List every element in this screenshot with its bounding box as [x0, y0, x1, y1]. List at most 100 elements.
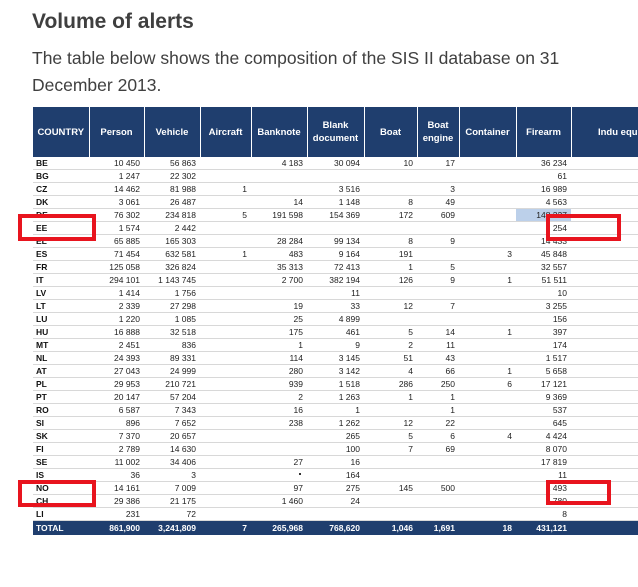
- table-cell: 234 818: [144, 208, 200, 222]
- table-cell: [200, 455, 251, 469]
- highlight-box-se-firearm: [546, 480, 611, 505]
- table-row: NO 14 161 7 009 97 275 145 500 1 493: [33, 481, 638, 495]
- table-cell: [200, 351, 251, 365]
- table-cell: 11: [307, 286, 364, 300]
- table-cell: 65 885: [89, 234, 144, 248]
- table-cell: [571, 273, 638, 287]
- table-cell: 81 988: [144, 182, 200, 196]
- table-cell: [571, 195, 638, 209]
- table-cell: 11 002: [89, 455, 144, 469]
- table-cell: 1: [364, 260, 417, 274]
- stray-mark: [299, 473, 301, 475]
- country-code-cell: HU: [33, 325, 89, 339]
- table-cell: [571, 429, 638, 443]
- table-cell: 20 147: [89, 390, 144, 404]
- table-row: IT 294 101 1 143 745 2 700 382 194 126 9 1 51 51…: [33, 273, 638, 287]
- table-cell: [459, 442, 516, 456]
- table-cell: 250: [417, 377, 459, 391]
- table-cell: 1 085: [144, 312, 200, 326]
- total-cell: 1,046: [364, 520, 417, 535]
- total-cell: 431,121: [516, 520, 571, 535]
- table-cell: [200, 260, 251, 274]
- table-cell: 76 302: [89, 208, 144, 222]
- total-cell: 861,900: [89, 520, 144, 535]
- table-cell: 17 819: [516, 455, 571, 469]
- table-cell: 1 756: [144, 286, 200, 300]
- table-cell: 1 247: [89, 169, 144, 183]
- table-cell: [571, 403, 638, 417]
- table-row: MT 2 451 836 1 9 2 11 174: [33, 338, 638, 352]
- table-cell: 16: [307, 455, 364, 469]
- table-cell: 10: [364, 157, 417, 170]
- table-cell: 9 369: [516, 390, 571, 404]
- table-cell: [459, 312, 516, 326]
- table-cell: [571, 390, 638, 404]
- table-cell: 89 331: [144, 351, 200, 365]
- table-cell: [571, 325, 638, 339]
- table-cell: 1 263: [307, 390, 364, 404]
- table-cell: 896: [89, 416, 144, 430]
- alerts-table: COUNTRY Person Vehicle Aircraft Banknote Blan…: [33, 107, 638, 535]
- table-body: BE 10 450 56 863 4 183 30 094 10 17 36 234 BG 1 2…: [33, 157, 638, 535]
- table-cell: 29 386: [89, 494, 144, 508]
- table-cell: 3 516: [307, 182, 364, 196]
- table-cell: 1: [417, 390, 459, 404]
- table-cell: [459, 169, 516, 183]
- table-cell: [251, 442, 307, 456]
- table-cell: 154 369: [307, 208, 364, 222]
- table-row: LI 231 72 8: [33, 507, 638, 521]
- table-cell: 1 148: [307, 195, 364, 209]
- table-cell: 238: [251, 416, 307, 430]
- highlight-box-se: [18, 480, 96, 507]
- country-code-cell: LV: [33, 286, 89, 300]
- table-cell: 1 518: [307, 377, 364, 391]
- table-cell: 254: [516, 221, 571, 235]
- table-cell: 61: [516, 169, 571, 183]
- table-cell: 66: [417, 364, 459, 378]
- table-cell: [364, 507, 417, 521]
- table-cell: 10 450: [89, 157, 144, 170]
- table-row: SK 7 370 20 657 265 5 6 4 4 424: [33, 429, 638, 443]
- column-header: Firearm: [516, 107, 572, 157]
- table-cell: 191 598: [251, 208, 307, 222]
- table-row: LU 1 220 1 085 25 4 899 156: [33, 312, 638, 326]
- table-cell: 2 700: [251, 273, 307, 287]
- table-cell: [459, 351, 516, 365]
- column-header: Indu equip: [571, 107, 638, 157]
- table-cell: 4 563: [516, 195, 571, 209]
- table-cell: 1 574: [89, 221, 144, 235]
- table-cell: 9: [417, 273, 459, 287]
- table-row: LT 2 339 27 298 19 33 12 7 3 255: [33, 299, 638, 313]
- table-cell: 2: [251, 390, 307, 404]
- table-cell: [459, 481, 516, 495]
- table-cell: 172: [364, 208, 417, 222]
- column-header: Blank document: [307, 107, 365, 157]
- table-cell: 1: [200, 247, 251, 261]
- table-row: SI 896 7 652 238 1 262 12 22 645: [33, 416, 638, 430]
- table-cell: 12: [364, 416, 417, 430]
- table-cell: 6: [459, 377, 516, 391]
- table-cell: 72: [144, 507, 200, 521]
- total-cell: 768,620: [307, 520, 364, 535]
- table-cell: 1: [459, 364, 516, 378]
- table-cell: 24 393: [89, 351, 144, 365]
- table-cell: 22: [417, 416, 459, 430]
- table-cell: 26 487: [144, 195, 200, 209]
- table-cell: 51 511: [516, 273, 571, 287]
- table-row: NL 24 393 89 331 114 3 145 51 43 1 517: [33, 351, 638, 365]
- table-cell: [307, 221, 364, 235]
- table-cell: 14 462: [89, 182, 144, 196]
- table-row: PT 20 147 57 204 2 1 263 1 1 9 369: [33, 390, 638, 404]
- table-cell: 326 824: [144, 260, 200, 274]
- table-cell: 1 262: [307, 416, 364, 430]
- table-cell: [364, 312, 417, 326]
- table-cell: [251, 169, 307, 183]
- country-code-cell: SE: [33, 455, 89, 469]
- table-row: FR 125 058 326 824 35 313 72 413 1 5 32 557: [33, 260, 638, 274]
- table-cell: 4: [364, 364, 417, 378]
- table-cell: [200, 481, 251, 495]
- table-cell: 9: [307, 338, 364, 352]
- table-cell: [571, 157, 638, 170]
- table-cell: [417, 286, 459, 300]
- table-cell: 191: [364, 247, 417, 261]
